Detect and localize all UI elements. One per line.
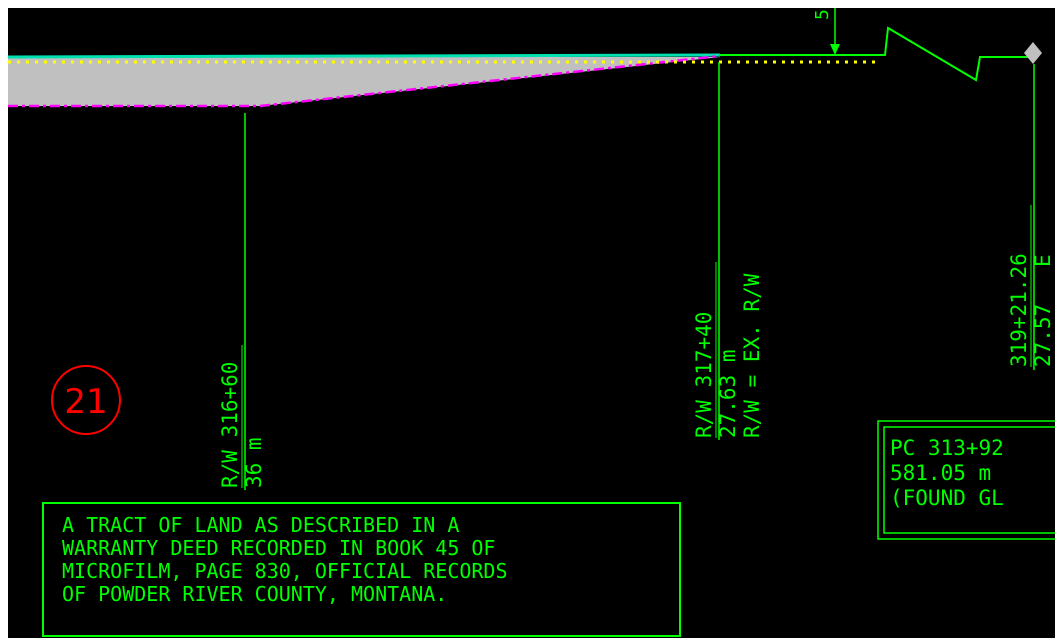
drawing-background bbox=[8, 8, 1055, 638]
note-line-4: OF POWDER RIVER COUNTY, MONTANA. bbox=[62, 582, 447, 606]
note-line-2: WARRANTY DEED RECORDED IN BOOK 45 OF bbox=[62, 536, 495, 560]
pc-box-outer bbox=[877, 420, 1055, 540]
deed-note-box bbox=[42, 502, 681, 637]
station-text: R/W 317+40 bbox=[692, 312, 716, 438]
offset-text: 36 m bbox=[242, 437, 266, 488]
station-text: 319+21.26 bbox=[1007, 253, 1031, 367]
boundary-zigzag-line bbox=[720, 26, 1030, 82]
top-fragment-text: 5 bbox=[812, 9, 833, 20]
offset-text: 27.63 m bbox=[716, 349, 740, 438]
offset-text: 27.57 bbox=[1031, 304, 1055, 367]
arrow-down-icon bbox=[830, 44, 840, 55]
station-label-2: R/W 317+40 27.63 m R/W = EX. R/W bbox=[692, 273, 764, 438]
row-taking-area bbox=[8, 57, 720, 106]
diamond-monument-icon bbox=[1024, 42, 1042, 64]
parcel-callout-circle bbox=[51, 365, 121, 435]
note-line-3: MICROFILM, PAGE 830, OFFICIAL RECORDS bbox=[62, 559, 508, 583]
remark-text: E bbox=[1031, 254, 1055, 267]
note-line-1: A TRACT OF LAND AS DESCRIBED IN A bbox=[62, 513, 459, 537]
parcel-number: 21 bbox=[64, 382, 107, 422]
station-text: R/W 316+60 bbox=[218, 362, 242, 488]
remark-text: R/W = EX. R/W bbox=[740, 273, 764, 438]
pc-line-3: (FOUND GL bbox=[890, 486, 1004, 510]
pc-line-2: 581.05 m bbox=[890, 461, 991, 485]
pc-box-inner bbox=[883, 426, 1055, 534]
station-label-1: R/W 316+60 36 m bbox=[218, 362, 266, 488]
station-label-3: 319+21.26 27.57 E bbox=[1007, 253, 1055, 367]
pc-line-1: PC 313+92 bbox=[890, 436, 1004, 460]
edge-of-pavement-line bbox=[7, 53, 721, 59]
existing-row-line bbox=[8, 54, 721, 108]
